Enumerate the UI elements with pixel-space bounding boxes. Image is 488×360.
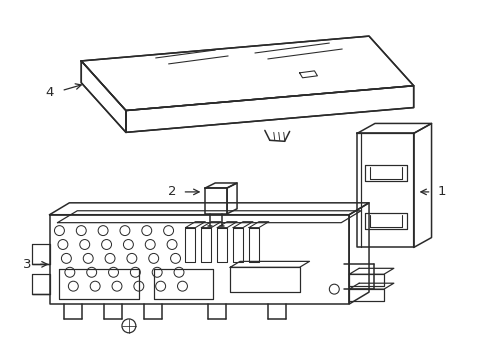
Polygon shape [205, 183, 237, 188]
Polygon shape [230, 261, 309, 267]
Polygon shape [348, 289, 383, 301]
Polygon shape [348, 274, 383, 286]
Polygon shape [32, 244, 49, 264]
Polygon shape [248, 222, 268, 228]
Polygon shape [126, 86, 413, 132]
Polygon shape [217, 228, 226, 262]
Polygon shape [49, 215, 348, 304]
Text: 2: 2 [168, 185, 177, 198]
Polygon shape [81, 61, 126, 132]
Polygon shape [185, 228, 195, 262]
Polygon shape [153, 269, 213, 299]
Polygon shape [217, 222, 237, 228]
Text: 4: 4 [45, 86, 54, 99]
Polygon shape [365, 165, 406, 181]
Polygon shape [233, 222, 252, 228]
Polygon shape [49, 203, 368, 215]
Text: 3: 3 [23, 258, 32, 271]
Polygon shape [230, 267, 299, 292]
Polygon shape [348, 283, 393, 289]
Polygon shape [413, 123, 431, 247]
Polygon shape [248, 228, 258, 262]
Polygon shape [356, 133, 413, 247]
Polygon shape [185, 222, 205, 228]
Polygon shape [233, 228, 243, 262]
Polygon shape [348, 203, 368, 304]
Polygon shape [201, 228, 211, 262]
Polygon shape [205, 188, 226, 214]
Polygon shape [348, 268, 393, 274]
Polygon shape [60, 269, 139, 299]
Polygon shape [226, 183, 237, 214]
Polygon shape [365, 213, 406, 229]
Polygon shape [32, 274, 49, 294]
Polygon shape [201, 222, 221, 228]
Text: 1: 1 [436, 185, 445, 198]
Polygon shape [356, 123, 431, 133]
Polygon shape [81, 36, 413, 111]
